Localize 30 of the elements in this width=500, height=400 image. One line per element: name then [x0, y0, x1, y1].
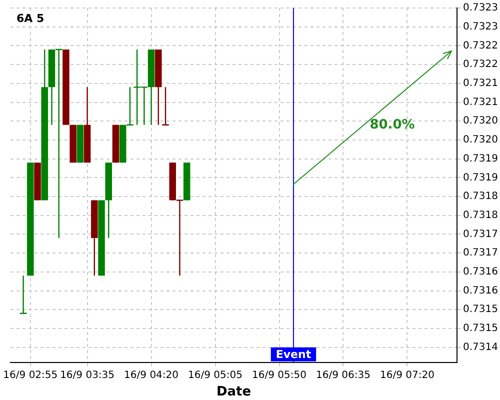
y-tick-label: 0.7319 — [463, 153, 498, 164]
y-tick-label: 0.7320 — [463, 134, 498, 146]
y-tick-label: 0.7323 — [463, 2, 498, 14]
x-axis-title: Date — [216, 384, 252, 400]
y-tick-label: 0.7316 — [463, 285, 498, 296]
x-tick-label: 16/9 07:20 — [380, 370, 434, 381]
y-tick-label: 0.7320 — [463, 116, 498, 127]
y-tick-label: 0.7319 — [463, 172, 498, 184]
y-tick-label: 0.7318 — [463, 191, 498, 202]
y-tick-label: 0.7321 — [463, 96, 498, 108]
y-tick-label: 0.7323 — [463, 21, 498, 32]
x-tick-label: 16/9 05:50 — [252, 370, 306, 381]
y-tick-label: 0.7318 — [463, 210, 498, 221]
y-tick-label: 0.7322 — [463, 59, 498, 70]
x-tick-label: 16/9 05:05 — [188, 370, 242, 381]
x-tick-label: 16/9 03:35 — [60, 370, 115, 381]
x-tick-label: 16/9 06:35 — [316, 370, 370, 381]
y-tick-label: 0.7316 — [463, 266, 498, 278]
y-tick-label: 0.7315 — [463, 323, 498, 334]
y-tick-label: 0.7315 — [463, 304, 498, 316]
y-tick-label: 0.7314 — [463, 342, 498, 353]
x-tick-label: 16/9 02:55 — [3, 370, 58, 381]
y-tick-label: 0.7317 — [463, 228, 498, 240]
annotation: 80.0% — [370, 117, 415, 132]
chart-title: 6A 5 — [16, 12, 44, 25]
ref-line-label: Event — [276, 348, 312, 361]
y-tick-label: 0.7321 — [463, 78, 498, 89]
y-tick-label: 0.7322 — [463, 40, 498, 52]
x-tick-label: 16/9 04:20 — [124, 370, 179, 381]
y-tick-label: 0.7317 — [463, 248, 498, 259]
